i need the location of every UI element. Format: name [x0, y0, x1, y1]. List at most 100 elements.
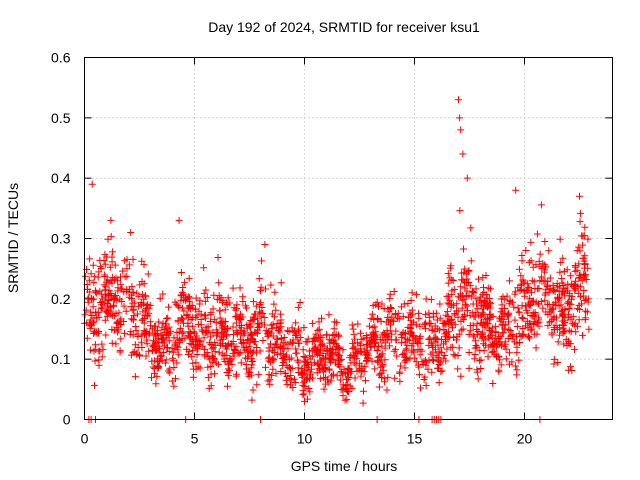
data-point: [483, 294, 491, 302]
data-point: [279, 350, 287, 358]
data-point: [87, 270, 95, 278]
data-point: [95, 268, 103, 276]
data-point: [537, 201, 545, 209]
data-point: [576, 209, 584, 217]
data-point: [325, 311, 333, 319]
data-point: [208, 352, 216, 360]
data-point: [435, 379, 443, 387]
data-point: [100, 281, 108, 289]
data-point: [122, 307, 130, 315]
data-point: [155, 342, 163, 350]
data-point: [524, 299, 532, 307]
data-point: [384, 305, 392, 313]
data-point: [314, 326, 322, 334]
data-point: [542, 308, 550, 316]
data-point: [576, 247, 584, 255]
data-point: [141, 306, 149, 314]
data-point: [247, 371, 255, 379]
data-point: [412, 358, 420, 366]
data-point: [102, 308, 110, 316]
data-point: [376, 370, 384, 378]
data-point: [439, 319, 447, 327]
data-point: [199, 342, 207, 350]
data-point: [348, 321, 356, 329]
data-point: [415, 371, 423, 379]
data-point: [212, 326, 220, 334]
data-point: [320, 385, 328, 393]
data-point: [195, 307, 203, 315]
data-point: [375, 371, 383, 379]
data-point: [207, 311, 215, 319]
data-point: [451, 320, 459, 328]
data-point: [306, 375, 314, 383]
data-point: [146, 318, 154, 326]
data-point: [299, 346, 307, 354]
data-point: [247, 364, 255, 372]
data-point: [432, 352, 440, 360]
data-point: [469, 287, 477, 295]
data-point: [246, 332, 254, 340]
data-point: [369, 302, 377, 310]
data-point: [409, 332, 417, 340]
data-point: [363, 334, 371, 342]
data-point: [268, 371, 276, 379]
data-point: [406, 354, 414, 362]
data-point: [527, 238, 535, 246]
data-point: [341, 396, 349, 404]
data-point: [375, 343, 383, 351]
data-point: [457, 126, 465, 134]
data-point: [404, 336, 412, 344]
data-point: [455, 344, 463, 352]
data-point: [145, 347, 153, 355]
data-point: [231, 345, 239, 353]
data-point: [141, 331, 149, 339]
data-point: [93, 289, 101, 297]
data-point: [291, 378, 299, 386]
data-point: [255, 371, 263, 379]
data-point: [120, 317, 128, 325]
data-point: [145, 304, 153, 312]
data-point: [173, 329, 181, 337]
data-point: [549, 300, 557, 308]
data-point: [443, 345, 451, 353]
data-point: [299, 391, 307, 399]
data-point: [366, 337, 374, 345]
data-point: [554, 338, 562, 346]
data-point: [107, 216, 115, 224]
data-point: [477, 365, 485, 373]
data-point: [457, 372, 465, 380]
data-point: [392, 336, 400, 344]
data-point: [292, 331, 300, 339]
data-point: [154, 338, 162, 346]
data-point: [181, 278, 189, 286]
data-point: [321, 365, 329, 373]
data-point: [178, 304, 186, 312]
data-point: [383, 386, 391, 394]
data-point: [287, 354, 295, 362]
data-point: [264, 377, 272, 385]
data-point: [91, 273, 99, 281]
data-point: [193, 344, 201, 352]
data-point: [197, 321, 205, 329]
data-point: [236, 284, 244, 292]
data-point: [282, 376, 290, 384]
data-point: [286, 371, 294, 379]
data-point: [143, 336, 151, 344]
data-point: [104, 300, 112, 308]
data-point: [316, 365, 324, 373]
data-point: [524, 280, 532, 288]
data-point: [569, 313, 577, 321]
data-point: [540, 277, 548, 285]
data-point: [571, 286, 579, 294]
data-point: [111, 294, 119, 302]
data-point: [201, 297, 209, 305]
data-point: [511, 288, 519, 296]
data-point: [539, 304, 547, 312]
data-point: [215, 279, 223, 287]
data-point: [427, 296, 435, 304]
data-point: [186, 294, 194, 302]
data-point: [242, 343, 250, 351]
data-point: [422, 319, 430, 327]
data-point: [477, 356, 485, 364]
